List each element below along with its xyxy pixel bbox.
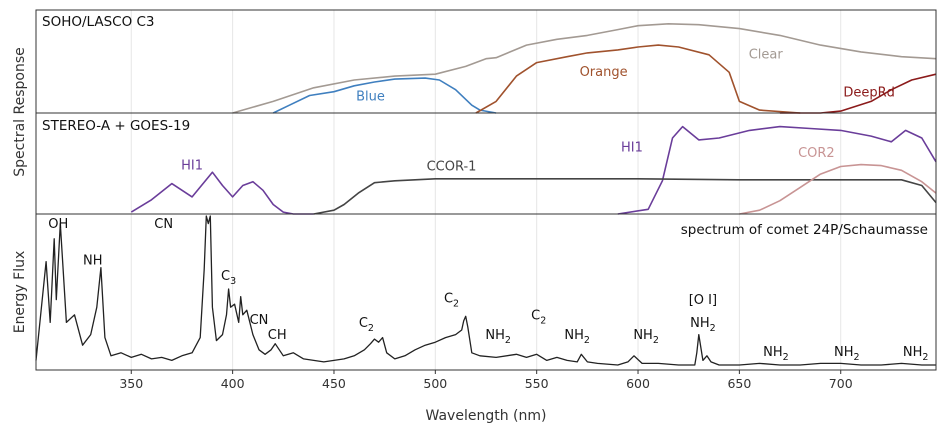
series-label: CN — [154, 217, 173, 232]
label-subscript: 2 — [453, 299, 459, 310]
series-label: NH2 — [564, 328, 590, 346]
series-line-ccor-1 — [313, 178, 937, 215]
label-subscript: 2 — [584, 335, 590, 346]
y-axis-label-spectral-response: Spectral Response — [12, 47, 28, 177]
panel-title-stereo: STEREO-A + GOES-19 — [42, 118, 190, 134]
series-label: NH2 — [690, 316, 716, 334]
y-axis-label-energy-flux: Energy Flux — [12, 251, 28, 334]
x-tick-label: 400 — [221, 376, 245, 391]
x-tick-label: 700 — [829, 376, 853, 391]
x-tick-label: 350 — [119, 376, 143, 391]
series-label: Blue — [356, 89, 385, 104]
series-label: HI1 — [621, 140, 643, 155]
label-subscript: 2 — [854, 352, 860, 363]
series-layer — [35, 22, 937, 366]
series-label: OH — [48, 217, 68, 232]
series-line-hi1 — [130, 171, 314, 215]
x-tick-label: 500 — [423, 376, 447, 391]
series-label: CH — [268, 328, 287, 343]
label-subscript: 2 — [368, 323, 374, 334]
label-subscript: 2 — [783, 352, 789, 363]
series-label: CN — [250, 313, 269, 328]
x-axis-label: Wavelength (nm) — [426, 408, 547, 424]
series-label: C3 — [221, 269, 236, 287]
series-label: C2 — [531, 308, 546, 326]
series-label: COR2 — [798, 146, 835, 161]
series-label: DeepRd — [843, 86, 895, 101]
x-tick-label: 450 — [322, 376, 346, 391]
series-label: [O I] — [689, 293, 717, 308]
series-line-orange — [475, 44, 801, 114]
series-line-comet-spectrum — [35, 215, 936, 366]
series-label: Clear — [749, 48, 784, 63]
series-label: Orange — [580, 65, 628, 80]
series-line-cor2 — [739, 163, 937, 215]
series-label: NH2 — [834, 345, 860, 363]
panel-title-comet: spectrum of comet 24P/Schaumasse — [681, 222, 928, 238]
series-label: C2 — [359, 316, 374, 334]
grid-layer — [130, 10, 842, 370]
series-label: NH2 — [485, 328, 511, 346]
series-label: HI1 — [181, 158, 203, 173]
x-tick-label: 650 — [727, 376, 751, 391]
label-subscript: 3 — [230, 276, 236, 287]
panel-title-soho: SOHO/LASCO C3 — [42, 14, 155, 30]
series-line-blue — [272, 77, 497, 114]
label-subscript: 2 — [505, 335, 511, 346]
label-layer: Blue Orange Clear DeepRd HI1 CCOR-1 HI1 COR2 OH N… — [48, 48, 928, 363]
label-subscript: 2 — [540, 315, 546, 326]
panel-frame — [35, 9, 937, 114]
label-subscript: 2 — [710, 323, 716, 334]
frame-layer — [35, 9, 937, 371]
label-subscript: 2 — [922, 352, 928, 363]
series-line-hi1 — [617, 125, 937, 215]
series-label: NH2 — [763, 345, 789, 363]
series-line-clear — [232, 22, 937, 114]
x-tick-label: 600 — [626, 376, 650, 391]
x-tick-label: 550 — [525, 376, 549, 391]
panel-frame — [35, 213, 937, 371]
series-label: NH2 — [903, 345, 929, 363]
series-label: CCOR-1 — [427, 159, 477, 174]
series-label: C2 — [444, 292, 459, 310]
x-tick-labels: 350 400 450 500 550 600 650 700 — [119, 370, 853, 391]
series-label: NH — [83, 254, 103, 269]
series-label: NH2 — [633, 328, 659, 346]
label-subscript: 2 — [653, 335, 659, 346]
